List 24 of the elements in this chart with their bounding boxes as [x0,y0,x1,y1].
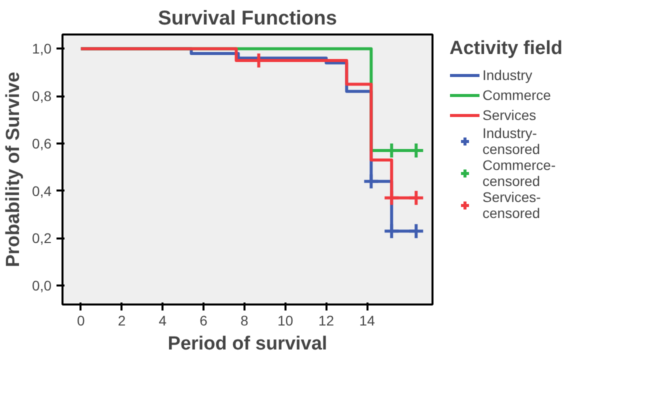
y-tick-label: 0,8 [32,88,52,104]
legend-label: Industry [482,67,534,83]
x-tick-label: 6 [200,312,208,328]
legend-title: Activity field [450,38,564,60]
x-tick-label: 8 [240,312,249,328]
y-tick-label: 1,0 [32,40,52,57]
chart-title: Survival Functions [158,8,337,30]
legend-label: Services [482,107,538,123]
y-tick-label: 0,2 [32,230,52,246]
legend-label: Commerce [482,87,552,103]
x-tick-label: 4 [158,312,167,328]
legend-label: Commerce- censored [482,157,557,189]
x-tick-label: 2 [118,312,126,328]
y-tick-label: 0,6 [32,135,52,152]
x-tick-label: 14 [359,312,376,328]
legend-label: Industry- censored [482,125,542,157]
x-tick-label: 10 [278,312,294,328]
x-axis-title: Period of survival [168,334,328,354]
y-axis-title: Probability of Survive [3,72,24,268]
legend-label: Services- censored [482,189,542,221]
y-tick-label: 0,0 [32,278,52,294]
x-tick-label: 12 [318,312,334,328]
y-tick-label: 0,4 [32,182,52,199]
x-tick-label: 0 [77,312,86,328]
